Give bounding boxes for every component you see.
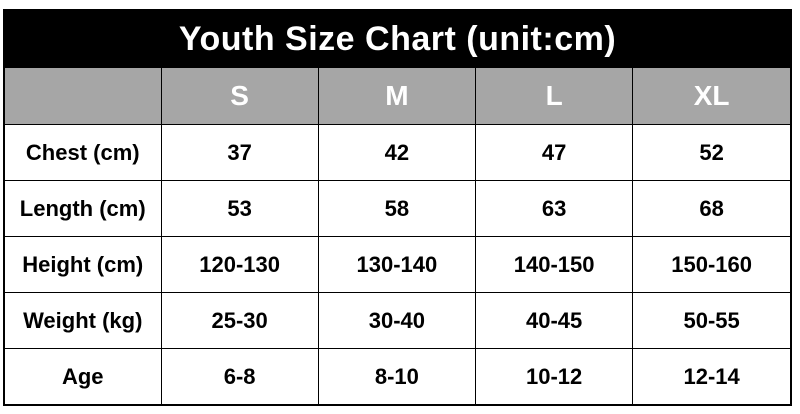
table-cell: 120-130 [160,236,319,293]
table-cell: 6-8 [160,348,319,404]
header-row: S M L XL [5,67,790,125]
table-cell: 40-45 [474,292,634,349]
table-cell: 140-150 [474,236,634,293]
table-cell: 63 [474,180,634,237]
table-cell: 30-40 [317,292,477,349]
table-row: Weight (kg) 25-30 30-40 40-45 50-55 [5,292,790,349]
header-corner-cell [5,67,162,125]
table-cell: 130-140 [317,236,477,293]
table-cell: 42 [317,124,477,181]
table-cell: 150-160 [632,236,790,293]
table-row: Age 6-8 8-10 10-12 12-14 [5,348,790,404]
size-header-xl: XL [632,67,790,125]
row-label: Age [5,348,162,404]
table-cell: 10-12 [474,348,634,404]
table-cell: 50-55 [632,292,790,349]
row-label: Height (cm) [5,236,162,293]
row-label: Chest (cm) [5,124,162,181]
table-cell: 53 [160,180,319,237]
table-cell: 68 [632,180,790,237]
size-chart: Youth Size Chart (unit:cm) S M L XL Ches… [3,9,792,406]
table-cell: 52 [632,124,790,181]
table-row: Chest (cm) 37 42 47 52 [5,124,790,181]
table-cell: 25-30 [160,292,319,349]
table-cell: 58 [317,180,477,237]
row-label: Length (cm) [5,180,162,237]
table-cell: 47 [474,124,634,181]
table-row: Length (cm) 53 58 63 68 [5,180,790,237]
chart-title: Youth Size Chart (unit:cm) [5,11,790,67]
table-cell: 8-10 [317,348,477,404]
size-table: S M L XL Chest (cm) 37 42 47 52 Length (… [5,67,790,404]
table-cell: 12-14 [632,348,790,404]
size-header-l: L [474,67,634,125]
size-header-m: M [317,67,477,125]
table-cell: 37 [160,124,319,181]
table-row: Height (cm) 120-130 130-140 140-150 150-… [5,236,790,293]
size-header-s: S [160,67,319,125]
row-label: Weight (kg) [5,292,162,349]
